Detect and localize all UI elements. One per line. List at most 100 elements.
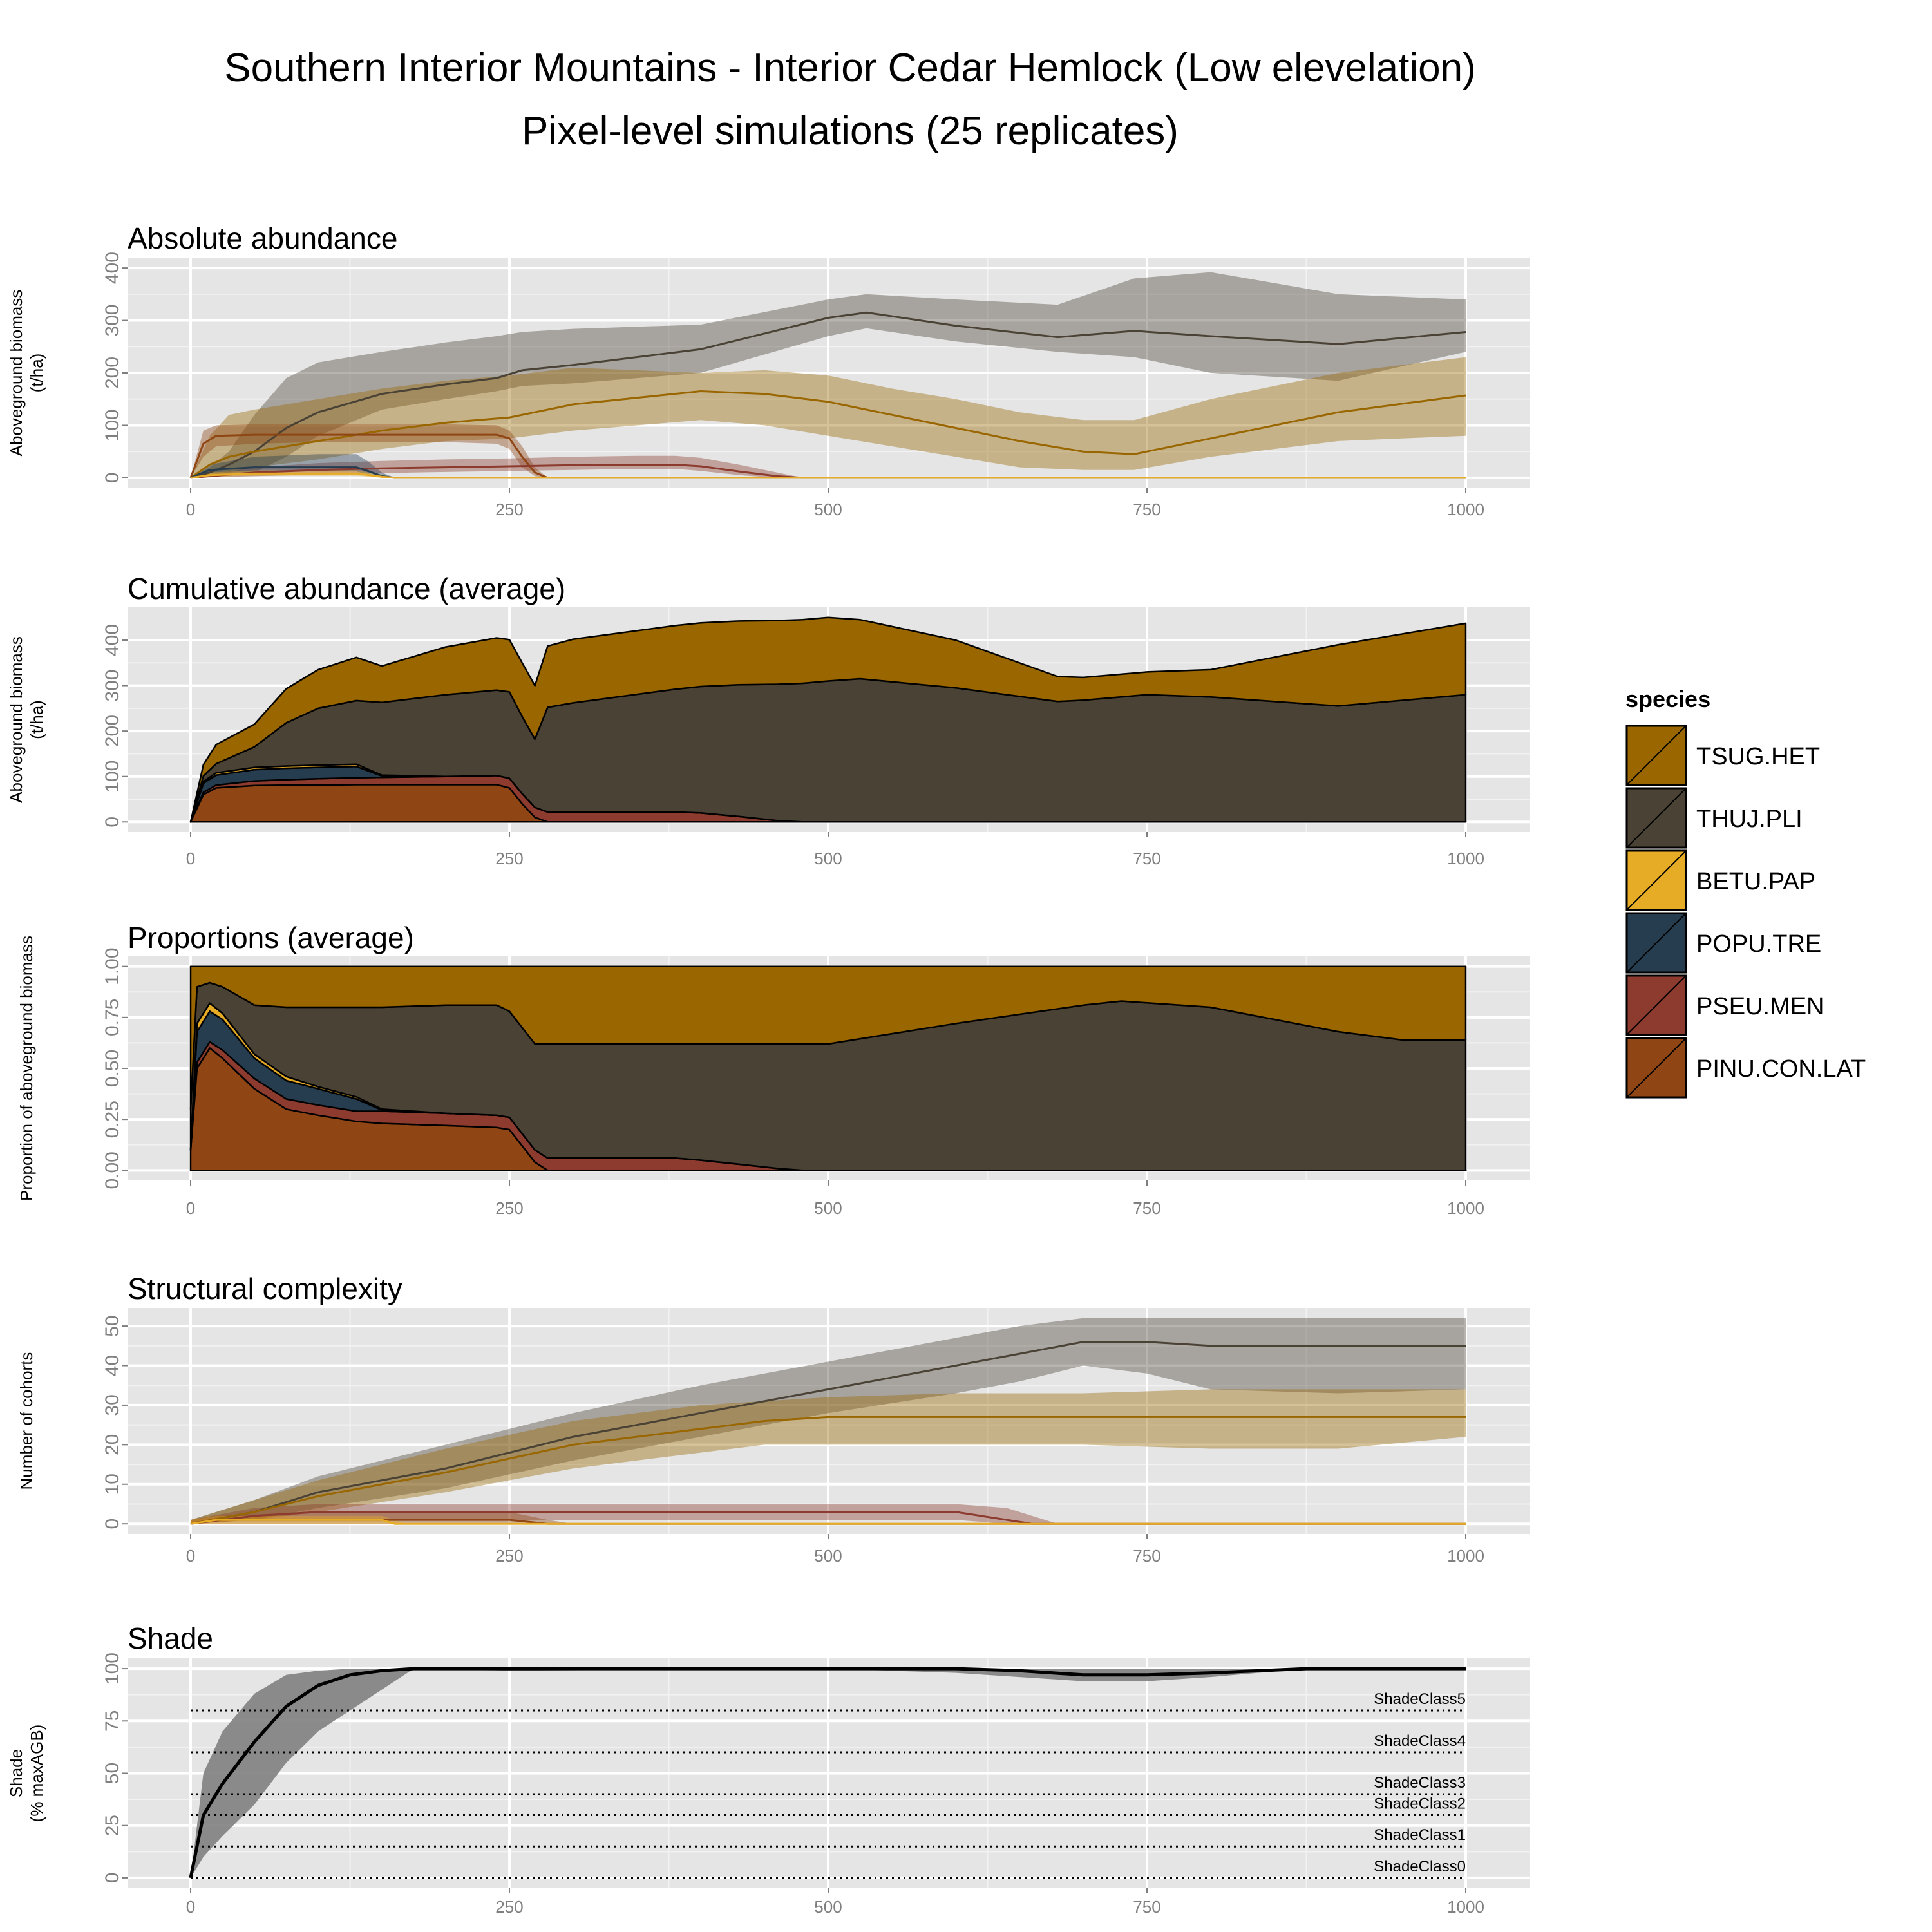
y-tick-label: 0 [102, 817, 123, 828]
x-tick-label: 250 [495, 1897, 523, 1917]
y-tick-label: 0.75 [102, 999, 123, 1036]
x-tick-label: 250 [495, 1546, 523, 1566]
figure-title-line-2: Pixel-level simulations (25 replicates) [522, 109, 1179, 153]
y-tick-label: 1.00 [102, 947, 123, 985]
reference-line-label: ShadeClass1 [1374, 1826, 1466, 1844]
legend-swatch-slash [1626, 1037, 1687, 1098]
y-tick-label: 400 [102, 252, 123, 284]
legend-label: BETU.PAP [1696, 868, 1815, 895]
y-tick-label: 200 [102, 357, 123, 389]
y-tick-label: 0.00 [102, 1151, 123, 1189]
y-tick-label: 75 [102, 1710, 123, 1732]
legend-item-betu.pap: BETU.PAP [1625, 849, 1815, 911]
y-axis-label: (% maxAGB) [27, 1725, 46, 1823]
x-tick-label: 500 [814, 500, 842, 519]
x-tick-label: 500 [814, 1198, 842, 1218]
legend-swatch-slash [1626, 975, 1687, 1036]
x-tick-label: 1000 [1447, 1546, 1484, 1566]
band-shade [191, 1669, 1466, 1878]
y-axis-label: Shade [6, 1749, 26, 1797]
line-shade [189, 1667, 1466, 1879]
y-tick-label: 30 [102, 1394, 123, 1416]
x-tick-label: 750 [1133, 1546, 1160, 1566]
reference-line-label: ShadeClass4 [1374, 1732, 1466, 1750]
legend-item-popu.tre: POPU.TRE [1625, 912, 1821, 974]
area-tsug.het [189, 616, 1467, 823]
x-tick-label: 250 [495, 1198, 523, 1218]
panel-title: Absolute abundance [128, 222, 397, 255]
y-tick-label: 100 [102, 1653, 123, 1685]
line-tsug.het [190, 1416, 1466, 1525]
x-tick-label: 500 [814, 1897, 842, 1917]
y-tick-label: 0 [102, 473, 123, 484]
panel-shade: ShadeClass5 ShadeClass4 ShadeClass3 ShadeCl… [6, 1622, 1530, 1917]
panel-title: Structural complexity [128, 1272, 402, 1305]
y-tick-label: 200 [102, 715, 123, 747]
legend-label: TSUG.HET [1696, 743, 1820, 770]
y-axis-label: Number of cohorts [17, 1352, 36, 1490]
y-axis-label: (t/ha) [27, 354, 46, 393]
y-tick-label: 50 [102, 1763, 123, 1784]
y-tick-label: 25 [102, 1815, 123, 1836]
y-tick-label: 100 [102, 761, 123, 793]
x-tick-label: 500 [814, 1546, 842, 1566]
legend-item-tsug.het: TSUG.HET [1625, 724, 1820, 786]
legend-title: species [1625, 686, 1710, 712]
legend-label: PSEU.MEN [1696, 993, 1824, 1020]
y-tick-label: 50 [102, 1315, 123, 1336]
panel-title: Shade [128, 1622, 213, 1655]
legend-item-pinu.con.lat: PINU.CON.LAT [1625, 1037, 1866, 1099]
y-tick-label: 0 [102, 1873, 123, 1884]
x-tick-label: 1000 [1447, 1897, 1484, 1917]
legend: species TSUG.HET THUJ.PLI BETU.PAP POPU.TRE P… [1625, 686, 1866, 1099]
legend-swatch-slash [1626, 725, 1687, 786]
line-betu.pap [190, 472, 1466, 479]
band-thuj.pli [191, 1318, 1466, 1524]
y-tick-label: 0.25 [102, 1101, 123, 1138]
x-tick-label: 0 [186, 849, 195, 868]
x-tick-label: 1000 [1447, 1198, 1484, 1218]
line-pseu.men [190, 464, 1466, 479]
y-tick-label: 40 [102, 1355, 123, 1376]
reference-line-label: ShadeClass3 [1374, 1774, 1466, 1792]
panel-title: Proportions (average) [128, 921, 414, 954]
panel-title: Cumulative abundance (average) [128, 572, 565, 605]
band-pseu.men [191, 1504, 1466, 1524]
band-tsug.het [191, 357, 1466, 478]
y-tick-label: 100 [102, 409, 123, 441]
x-tick-label: 750 [1133, 1897, 1160, 1917]
y-tick-label: 400 [102, 624, 123, 656]
y-tick-label: 300 [102, 305, 123, 337]
y-axis-label: (t/ha) [27, 700, 46, 739]
y-tick-label: 0.50 [102, 1050, 123, 1087]
y-axis-label: Proportion of aboveground biomass [17, 936, 36, 1201]
band-betu.pap [191, 470, 1466, 478]
band-betu.pap [191, 1515, 1466, 1524]
reference-line-label: ShadeClass5 [1374, 1690, 1466, 1708]
x-tick-label: 250 [495, 500, 523, 519]
reference-line-label: ShadeClass2 [1374, 1795, 1466, 1812]
x-tick-label: 750 [1133, 1198, 1160, 1218]
figure-title-line-1: Southern Interior Mountains - Interior C… [224, 46, 1476, 90]
legend-swatch-slash [1626, 788, 1687, 848]
x-tick-label: 250 [495, 849, 523, 868]
x-tick-label: 750 [1133, 849, 1160, 868]
legend-label: THUJ.PLI [1696, 806, 1803, 833]
line-thuj.pli [190, 1341, 1466, 1525]
area-tsug.het [189, 965, 1467, 1110]
legend-label: POPU.TRE [1696, 931, 1821, 958]
line-betu.pap [190, 1519, 1466, 1525]
x-tick-label: 500 [814, 849, 842, 868]
band-popu.tre [191, 454, 1466, 478]
legend-item-pseu.men: PSEU.MEN [1625, 974, 1824, 1036]
x-tick-label: 0 [186, 1897, 195, 1917]
y-tick-label: 10 [102, 1473, 123, 1495]
x-tick-label: 0 [186, 1546, 195, 1566]
y-axis-label: Aboveground biomass [6, 636, 26, 803]
reference-line-label: ShadeClass0 [1374, 1858, 1466, 1875]
band-pseu.men [191, 455, 1466, 478]
x-tick-label: 0 [186, 1198, 195, 1218]
